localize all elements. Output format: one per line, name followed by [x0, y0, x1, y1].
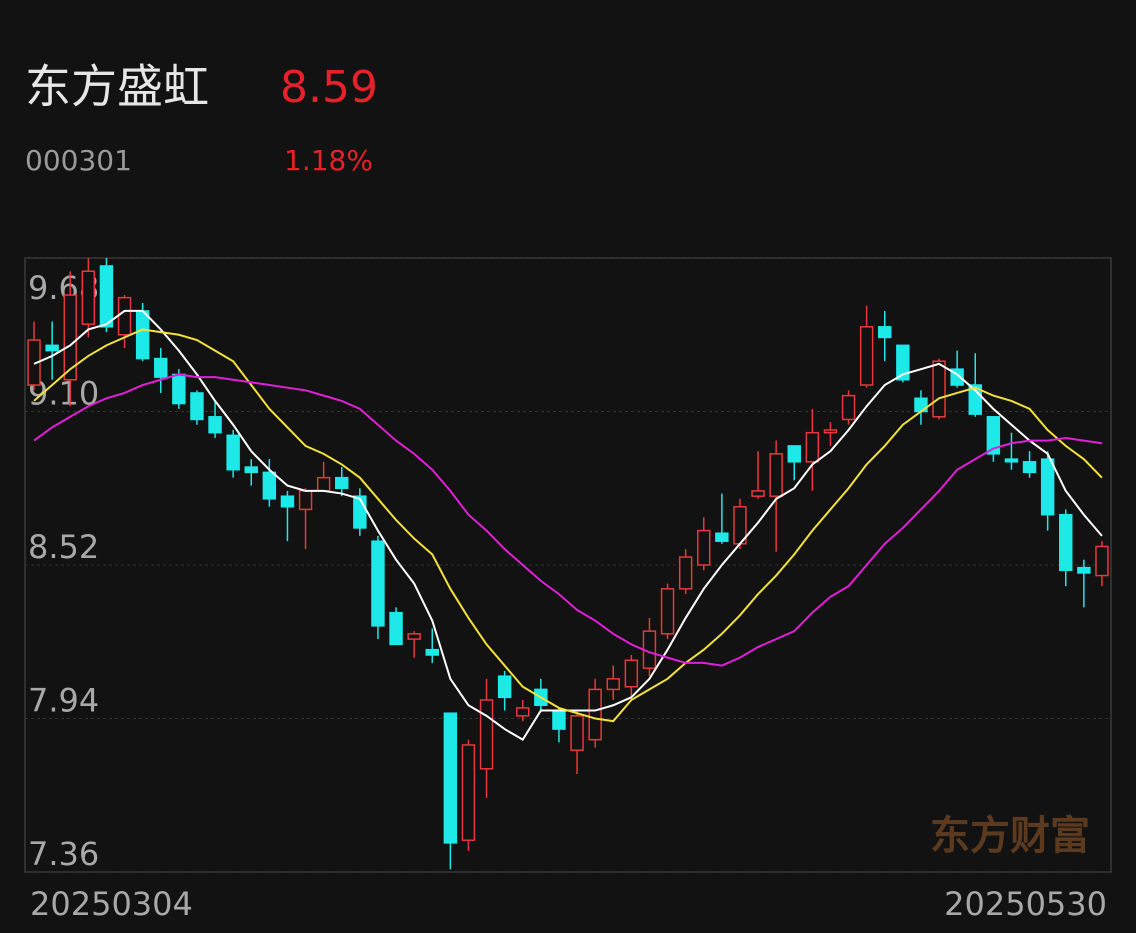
y-tick-label: 7.94: [28, 682, 99, 720]
candle-body: [335, 476, 349, 489]
candle-body: [715, 532, 729, 542]
moving-average-line: [33, 328, 1103, 723]
candle-body: [1077, 566, 1091, 574]
candle-body: [588, 688, 602, 741]
candle-body: [896, 344, 910, 381]
candle-body: [968, 384, 982, 415]
candle-body: [316, 476, 331, 492]
candle-body: [262, 471, 277, 500]
stock-name: 东方盛虹: [25, 60, 209, 114]
candle-body: [117, 296, 132, 336]
candle-body: [769, 453, 783, 497]
candle-body: [678, 556, 693, 590]
candle-body: [859, 326, 874, 386]
candle-body: [389, 611, 403, 646]
stock-price: 8.59: [280, 62, 378, 113]
candle-body: [63, 294, 77, 381]
candle-body: [841, 394, 856, 421]
candle-body: [244, 466, 258, 474]
candle-body: [443, 712, 458, 844]
y-tick-label: 7.36: [28, 835, 99, 873]
x-tick-label: 20250530: [944, 885, 1107, 923]
candle-body: [208, 416, 222, 434]
candle-body: [986, 416, 1001, 455]
candle-body: [280, 495, 295, 508]
price-change: 1.18%: [284, 144, 373, 177]
candle-body: [552, 709, 566, 730]
x-tick-label: 20250304: [30, 885, 193, 923]
candle-body: [27, 339, 41, 386]
candle-body: [1004, 458, 1019, 463]
watermark: 东方财富: [930, 813, 1090, 859]
candle-body: [1095, 545, 1109, 577]
candle-body: [516, 707, 530, 717]
candle-body: [1059, 513, 1073, 572]
candle-body: [461, 744, 476, 841]
moving-average-line: [33, 373, 1103, 667]
candle-body: [606, 678, 620, 691]
candle-body: [751, 490, 765, 497]
candle-body: [697, 529, 711, 566]
candle-body: [624, 659, 639, 688]
candle-body: [172, 373, 186, 405]
candle-body: [154, 357, 168, 378]
candle-body: [570, 715, 584, 752]
candle-body: [787, 445, 801, 463]
y-tick-label: 8.52: [28, 528, 99, 566]
candle-body: [823, 429, 838, 434]
candle-body: [371, 540, 385, 627]
candle-body: [878, 326, 892, 339]
candle-body: [135, 310, 150, 360]
candle-body: [479, 699, 494, 770]
stock-code: 000301: [25, 144, 132, 177]
candle-body: [45, 344, 59, 352]
candle-body: [660, 588, 675, 635]
candle-body: [1022, 461, 1037, 474]
candle-body: [425, 648, 439, 656]
candle-body: [226, 434, 240, 471]
candle-body: [407, 633, 421, 640]
candle-body: [497, 675, 512, 699]
candle-body: [805, 431, 820, 463]
candle-body: [1040, 458, 1055, 516]
candle-body: [932, 360, 946, 418]
candle-body: [81, 270, 96, 325]
candle-body: [950, 368, 964, 386]
candle-body: [298, 490, 313, 511]
candle-body: [99, 265, 114, 328]
candle-body: [353, 495, 367, 529]
candle-body: [190, 392, 204, 421]
